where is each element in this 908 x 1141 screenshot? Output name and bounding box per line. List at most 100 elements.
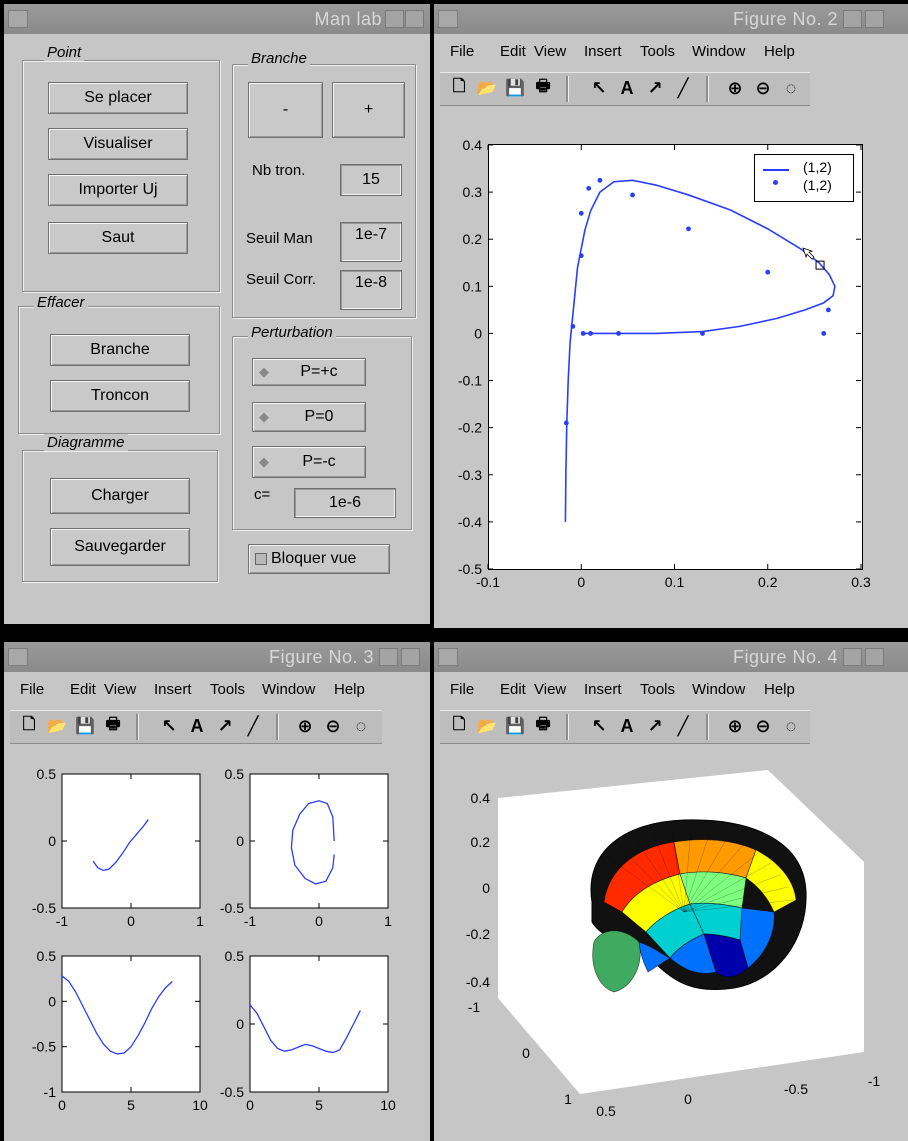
menu-view[interactable]: View [534, 43, 567, 60]
new-file-icon[interactable]: 🗋 [452, 77, 466, 95]
point-group [22, 60, 220, 292]
saut-button[interactable]: Saut [48, 222, 188, 254]
arrow-pointer-icon[interactable]: ↖ [161, 715, 177, 736]
menu-file[interactable]: File [450, 681, 475, 698]
new-file-icon[interactable]: 🗋 [22, 715, 36, 733]
fig2-ytick-label: 0.2 [463, 231, 483, 247]
minimize-icon[interactable] [379, 648, 398, 666]
menu-tools[interactable]: Tools [210, 681, 246, 698]
print-icon[interactable]: 🖶 [535, 715, 551, 733]
arrow-icon[interactable]: ↗ [217, 715, 233, 736]
c-field[interactable]: 1e-6 [294, 488, 396, 518]
p-minus-c-radio[interactable]: ◆ P=-c [252, 446, 366, 478]
arrow-icon[interactable]: ↗ [647, 77, 663, 98]
open-folder-icon[interactable]: 📂 [477, 80, 497, 97]
figure3-titlebar[interactable]: Figure No. 3 [4, 642, 430, 672]
menu-insert[interactable]: Insert [154, 681, 192, 698]
minimize-icon[interactable] [843, 10, 862, 28]
window-menu-icon[interactable] [438, 10, 458, 28]
p-zero-radio[interactable]: ◆ P=0 [252, 402, 366, 432]
fig3-ytick-label: 0.5 [225, 948, 245, 964]
figure4-titlebar[interactable]: Figure No. 4 [434, 642, 908, 672]
fig2-axes [488, 144, 863, 570]
seuil-man-field[interactable]: 1e-7 [340, 222, 402, 262]
line-icon[interactable]: ╱ [677, 715, 689, 736]
figure3-window: Figure No. 3 File Edit View Insert Tools Wind… [4, 642, 430, 1141]
menu-insert[interactable]: Insert [584, 681, 622, 698]
save-icon[interactable]: 💾 [75, 718, 95, 735]
branche-plus-button[interactable]: + [332, 82, 405, 138]
seuil-corr-field[interactable]: 1e-8 [340, 270, 402, 310]
effacer-branche-button[interactable]: Branche [50, 334, 190, 366]
menu-view[interactable]: View [104, 681, 137, 698]
text-A-icon[interactable]: A [620, 77, 634, 98]
sauvegarder-button[interactable]: Sauvegarder [50, 528, 190, 566]
menu-file[interactable]: File [20, 681, 45, 698]
menu-help[interactable]: Help [764, 43, 795, 60]
menu-window[interactable]: Window [262, 681, 316, 698]
rotate-icon[interactable]: ◌ [785, 77, 797, 98]
menu-window[interactable]: Window [692, 681, 746, 698]
close-icon[interactable] [405, 10, 424, 28]
arrow-pointer-icon[interactable]: ↖ [591, 715, 607, 736]
new-file-icon[interactable]: 🗋 [452, 715, 466, 733]
menu-view[interactable]: View [534, 681, 567, 698]
zoom-out-icon[interactable]: ⊖ [755, 715, 771, 736]
close-icon[interactable] [401, 648, 420, 666]
menu-help[interactable]: Help [334, 681, 365, 698]
print-icon[interactable]: 🖶 [535, 77, 551, 95]
fig3-subplot-axes [249, 773, 389, 909]
zoom-out-icon[interactable]: ⊖ [325, 715, 341, 736]
p-plus-c-radio[interactable]: ◆ P=+c [252, 358, 366, 386]
rotate-icon[interactable]: ◌ [785, 715, 797, 736]
print-icon[interactable]: 🖶 [105, 715, 121, 733]
troncon-button[interactable]: Troncon [50, 380, 190, 412]
bloquer-vue-toggle[interactable]: Bloquer vue [248, 544, 390, 574]
rotate-icon[interactable]: ◌ [355, 715, 367, 736]
minimize-icon[interactable] [843, 648, 862, 666]
fig4-surface-plot: 0.4 0.2 0 -0.2 -0.4 -1 0 1 0.5 0 -0.5 -1 [466, 770, 880, 1119]
menu-help[interactable]: Help [764, 681, 795, 698]
close-icon[interactable] [865, 648, 884, 666]
line-icon[interactable]: ╱ [677, 77, 689, 98]
charger-button[interactable]: Charger [50, 478, 190, 514]
minimize-icon[interactable] [385, 10, 404, 28]
save-icon[interactable]: 💾 [505, 80, 525, 97]
menu-tools[interactable]: Tools [640, 681, 676, 698]
menu-insert[interactable]: Insert [584, 43, 622, 60]
open-folder-icon[interactable]: 📂 [47, 718, 67, 735]
window-menu-icon[interactable] [8, 10, 28, 28]
fig4-ztick-label: 0 [482, 880, 490, 896]
open-folder-icon[interactable]: 📂 [477, 718, 497, 735]
menu-file[interactable]: File [450, 43, 475, 60]
fig4-surface [590, 819, 807, 993]
zoom-in-icon[interactable]: ⊕ [297, 715, 313, 736]
fig3-ytick-label: -0.5 [220, 900, 244, 916]
close-icon[interactable] [865, 10, 884, 28]
window-menu-icon[interactable] [438, 648, 458, 666]
menu-edit[interactable]: Edit [70, 681, 96, 698]
zoom-out-icon[interactable]: ⊖ [755, 77, 771, 98]
menu-edit[interactable]: Edit [500, 43, 526, 60]
zoom-in-icon[interactable]: ⊕ [727, 715, 743, 736]
se-placer-button[interactable]: Se placer [48, 82, 188, 114]
visualiser-button[interactable]: Visualiser [48, 128, 188, 160]
text-A-icon[interactable]: A [620, 715, 634, 736]
window-menu-icon[interactable] [8, 648, 28, 666]
arrow-pointer-icon[interactable]: ↖ [591, 77, 607, 98]
importer-uj-button[interactable]: Importer Uj [48, 174, 188, 206]
menu-window[interactable]: Window [692, 43, 746, 60]
fig2-data-point [578, 210, 584, 216]
save-icon[interactable]: 💾 [505, 718, 525, 735]
arrow-icon[interactable]: ↗ [647, 715, 663, 736]
line-icon[interactable]: ╱ [247, 715, 259, 736]
text-A-icon[interactable]: A [190, 715, 204, 736]
branche-minus-button[interactable]: - [248, 82, 323, 138]
menu-tools[interactable]: Tools [640, 43, 676, 60]
manlab-titlebar[interactable]: Man lab [4, 4, 430, 34]
nb-tron-field[interactable]: 15 [340, 164, 402, 196]
figure2-titlebar[interactable]: Figure No. 2 [434, 4, 908, 34]
menu-edit[interactable]: Edit [500, 681, 526, 698]
zoom-in-icon[interactable]: ⊕ [727, 77, 743, 98]
fig2-data-point [686, 226, 691, 232]
